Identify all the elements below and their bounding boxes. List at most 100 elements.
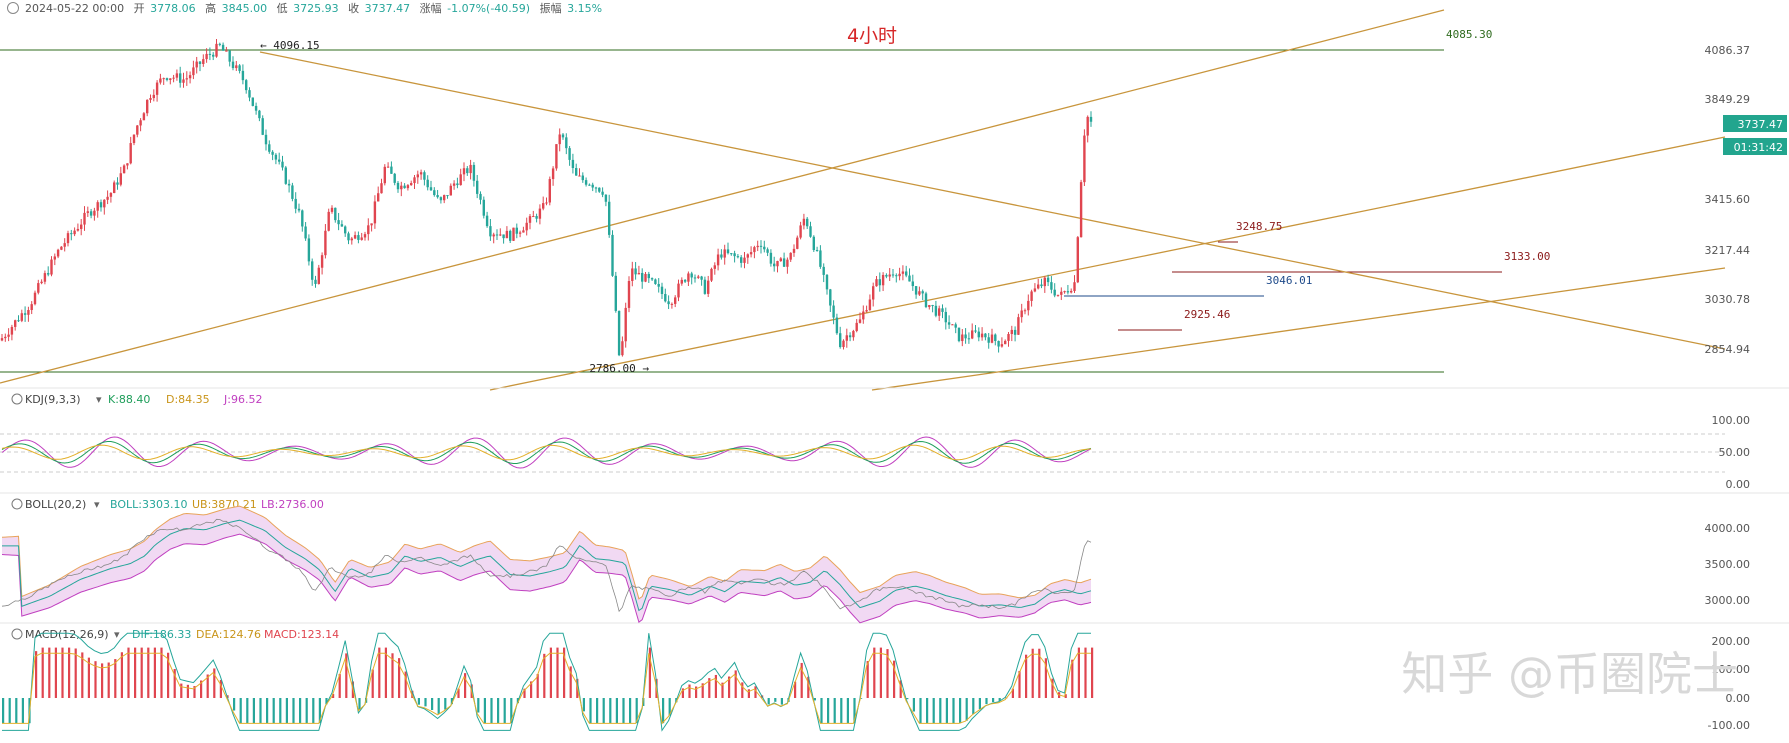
chevron-down-icon[interactable]: ▾ bbox=[114, 628, 120, 641]
macd-bar bbox=[160, 647, 163, 698]
macd-bar bbox=[728, 676, 731, 698]
candle-body bbox=[766, 249, 769, 253]
candle-body bbox=[1010, 329, 1013, 335]
price-tick: 2854.94 bbox=[1705, 343, 1751, 356]
candle-body bbox=[172, 77, 175, 79]
macd-bar bbox=[978, 698, 981, 710]
candle-body bbox=[779, 258, 782, 262]
chevron-down-icon[interactable]: ▾ bbox=[96, 393, 102, 406]
candle-body bbox=[159, 78, 162, 83]
candle-body bbox=[116, 182, 119, 185]
macd-bar bbox=[523, 688, 526, 698]
candle-body bbox=[353, 235, 357, 239]
eye-icon[interactable] bbox=[11, 628, 23, 640]
candle-body bbox=[555, 144, 558, 169]
macd-bar bbox=[312, 698, 315, 724]
boll-price-line bbox=[1, 518, 1092, 613]
candle-body bbox=[1083, 135, 1086, 183]
candle-body bbox=[327, 211, 330, 231]
macd-bar bbox=[622, 698, 625, 724]
candle-body bbox=[1020, 310, 1023, 318]
eye-icon[interactable] bbox=[11, 498, 23, 510]
macd-bar bbox=[794, 681, 797, 698]
candle-body bbox=[314, 279, 317, 284]
macd-bar bbox=[530, 681, 533, 698]
price-axis[interactable]: 4086.37 3849.29 3415.60 3217.44 3030.78 … bbox=[1705, 44, 1751, 356]
candle-body bbox=[905, 271, 908, 276]
candle-body bbox=[70, 233, 73, 235]
eye-icon[interactable] bbox=[11, 393, 23, 405]
macd-bar bbox=[1071, 659, 1074, 698]
macd-bar bbox=[87, 657, 90, 698]
macd-bar bbox=[233, 698, 236, 711]
macd-legend[interactable]: MACD(12,26,9) ▾ DIF:186.33 DEA:124.76 MA… bbox=[11, 628, 339, 641]
candle-body bbox=[815, 249, 819, 251]
kdj-lines[interactable] bbox=[1, 436, 1092, 469]
candle-body bbox=[1050, 282, 1053, 290]
candle-body bbox=[759, 245, 763, 247]
candle-body bbox=[736, 256, 740, 258]
candle-body bbox=[221, 44, 225, 51]
candle-body bbox=[822, 266, 825, 275]
candle-body bbox=[452, 183, 456, 186]
macd-bar bbox=[833, 698, 836, 724]
trendline-mid-channel[interactable] bbox=[489, 136, 1726, 391]
macd-bar bbox=[602, 698, 605, 724]
candle-body bbox=[1027, 300, 1030, 311]
candle-body bbox=[238, 65, 241, 71]
candle-body bbox=[561, 134, 565, 138]
macd-bar bbox=[417, 698, 420, 705]
macd-bar bbox=[239, 698, 242, 724]
price-tick: 3849.29 bbox=[1705, 93, 1751, 106]
candle-body bbox=[334, 207, 337, 221]
candle-body bbox=[37, 283, 40, 293]
candle-body bbox=[410, 183, 413, 186]
candle-body bbox=[548, 179, 551, 203]
candle-body bbox=[476, 180, 479, 194]
candle-body bbox=[317, 267, 320, 284]
macd-bar bbox=[134, 647, 137, 698]
candle-body bbox=[446, 195, 449, 197]
candle-body bbox=[994, 334, 997, 341]
candle-body bbox=[594, 187, 598, 189]
candle-body bbox=[895, 275, 898, 277]
candle-body bbox=[350, 238, 353, 241]
macd-bar bbox=[510, 698, 513, 724]
candle-body bbox=[469, 164, 472, 174]
candle-body bbox=[964, 334, 967, 339]
candlestick-series[interactable] bbox=[0, 39, 1093, 357]
candle-body bbox=[806, 218, 809, 227]
macd-bar bbox=[1031, 648, 1034, 698]
chevron-down-icon[interactable]: ▾ bbox=[94, 498, 100, 511]
macd-bar bbox=[741, 682, 744, 698]
candle-body bbox=[921, 291, 924, 294]
macd-bar bbox=[873, 647, 876, 698]
candle-body bbox=[697, 276, 700, 278]
candle-body bbox=[89, 211, 93, 216]
trendline-upper-channel[interactable] bbox=[0, 9, 1445, 384]
candle-body bbox=[1046, 277, 1050, 283]
candle-body bbox=[878, 279, 881, 286]
candle-body bbox=[716, 254, 720, 266]
macd-histogram[interactable] bbox=[2, 632, 1094, 732]
trendline-descending[interactable] bbox=[259, 51, 1726, 350]
macd-bar bbox=[272, 698, 275, 724]
header-datetime: 2024-05-22 00:00 bbox=[25, 2, 124, 15]
macd-bar bbox=[61, 647, 64, 698]
trend-lines[interactable] bbox=[0, 9, 1726, 391]
candle-body bbox=[723, 249, 726, 258]
header-high: 3845.00 bbox=[222, 2, 268, 15]
trendline-lower-channel[interactable] bbox=[871, 267, 1726, 391]
macd-bar bbox=[305, 698, 308, 724]
boll-bands[interactable] bbox=[1, 505, 1092, 624]
candle-body bbox=[733, 253, 736, 257]
candle-body bbox=[1079, 182, 1083, 238]
boll-tick: 3000.00 bbox=[1705, 594, 1751, 607]
kdj-legend[interactable]: KDJ(9,3,3) ▾ K:88.40 D:84.35 J:96.52 bbox=[11, 393, 262, 406]
candle-body bbox=[522, 230, 525, 233]
boll-legend[interactable]: BOLL(20,2) ▾ BOLL:3303.10 UB:3870.21 LB:… bbox=[11, 498, 324, 511]
candle-body bbox=[591, 184, 594, 188]
boll-tick: 3500.00 bbox=[1705, 558, 1751, 571]
candle-body bbox=[1056, 294, 1060, 296]
